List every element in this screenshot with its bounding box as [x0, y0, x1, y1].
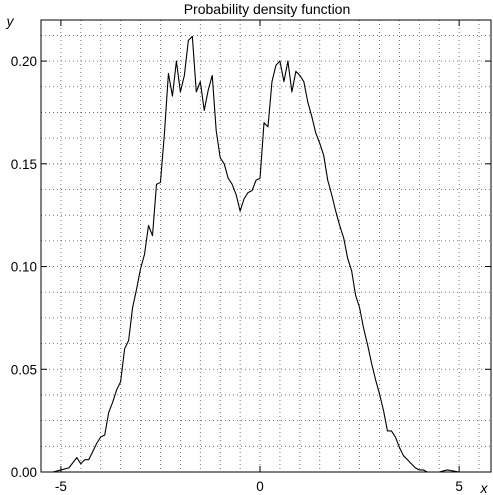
chart-title: Probability density function — [184, 1, 351, 17]
plot-frame — [40, 19, 492, 473]
y-tick-label: 0.00 — [11, 465, 37, 480]
x-tick-label: 5 — [455, 479, 463, 494]
y-tick-label: 0.10 — [11, 260, 37, 275]
x-tick-label: 0 — [256, 479, 264, 494]
series-line — [41, 35, 480, 473]
tick-labels: 0.00 0.05 0.10 0.15 0.20 -5 0 5 — [11, 54, 463, 494]
y-axis-label: y — [6, 13, 15, 29]
y-tick-label: 0.15 — [11, 157, 37, 172]
x-tick-label: -5 — [55, 479, 67, 494]
y-tick-label: 0.05 — [11, 362, 37, 377]
grid-lines — [41, 20, 491, 472]
y-tick-label: 0.20 — [11, 54, 37, 69]
x-axis-label: x — [480, 480, 489, 495]
